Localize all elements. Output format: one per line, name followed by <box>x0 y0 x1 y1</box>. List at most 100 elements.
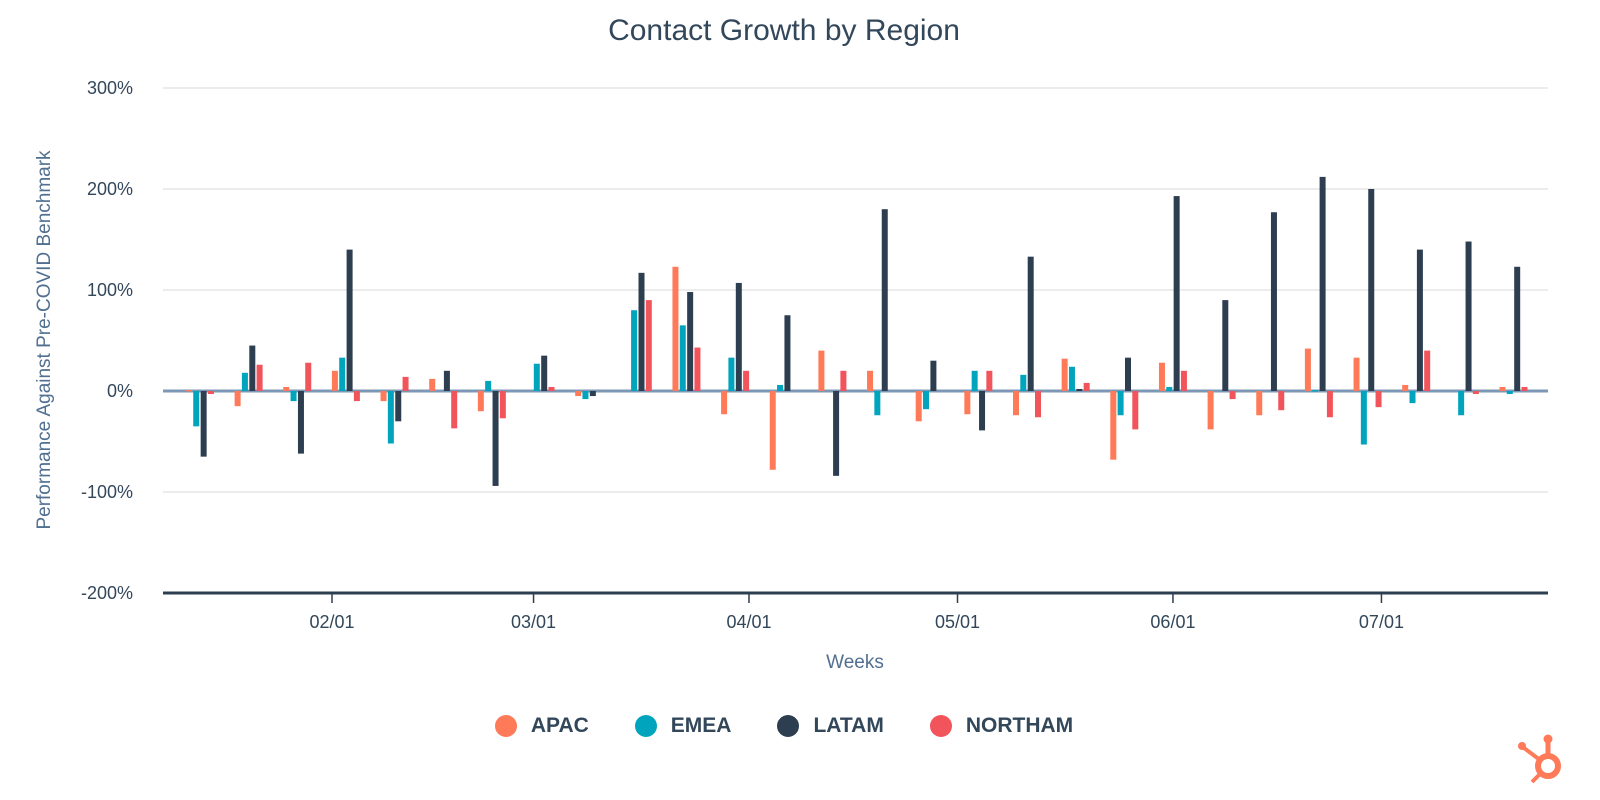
legend-label: APAC <box>530 714 589 737</box>
bar-apac-2020-02-10 <box>380 391 387 402</box>
bar-northam-2020-02-17 <box>451 391 458 429</box>
bar-emea-2020-03-23 <box>679 325 686 391</box>
bar-northam-2020-05-04 <box>986 370 993 391</box>
bar-northam-2020-02-24 <box>499 391 506 419</box>
bar-latam-2020-05-04 <box>979 391 986 431</box>
bar-emea-2020-03-16 <box>631 310 638 391</box>
legend-item-latam[interactable]: LATAM <box>777 714 884 738</box>
bar-latam-2020-01-13 <box>200 391 207 457</box>
bar-emea-2020-03-02 <box>533 363 540 391</box>
bar-emea-2020-05-04 <box>971 370 978 391</box>
y-tick-label: -200% <box>81 583 133 603</box>
bar-apac-2020-07-20 <box>1499 386 1506 391</box>
bar-latam-2020-03-02 <box>541 355 548 391</box>
legend-marker-icon <box>634 715 657 737</box>
bar-apac-2020-05-18 <box>1061 358 1068 391</box>
bar-apac-2020-04-27 <box>915 391 922 422</box>
bar-latam-2020-07-20 <box>1514 266 1521 391</box>
bar-emea-2020-01-20 <box>241 372 248 391</box>
bar-emea-2020-06-29 <box>1360 391 1367 445</box>
y-axis-label: Performance Against Pre-COVID Benchmark <box>34 150 55 530</box>
bar-emea-2020-03-30 <box>728 357 735 391</box>
bar-latam-2020-01-27 <box>297 391 304 454</box>
legend-marker-icon <box>777 715 800 737</box>
bar-apac-2020-05-04 <box>964 391 971 415</box>
bar-latam-2020-06-15 <box>1270 212 1277 391</box>
bar-emea-2020-01-13 <box>193 391 200 427</box>
bar-apac-2020-03-23 <box>672 266 679 391</box>
y-tick-label: 200% <box>87 179 133 199</box>
bar-latam-2020-06-08 <box>1222 300 1229 391</box>
legend-item-apac[interactable]: APAC <box>494 714 589 738</box>
bar-emea-2020-02-10 <box>387 391 394 444</box>
bar-northam-2020-01-13 <box>207 391 214 395</box>
bar-emea-2020-01-27 <box>290 391 297 402</box>
legend: APAC EMEA LATAM NORTHAM <box>0 714 1568 738</box>
bar-northam-2020-03-16 <box>645 300 652 391</box>
bar-emea-2020-05-25 <box>1117 391 1124 416</box>
bar-latam-2020-03-09 <box>589 391 596 397</box>
bar-northam-2020-07-20 <box>1521 386 1528 391</box>
legend-marker-icon <box>929 715 952 737</box>
bar-apac-2020-05-11 <box>1013 391 1019 416</box>
bar-northam-2020-02-10 <box>402 376 409 391</box>
bar-emea-2020-07-20 <box>1506 391 1513 395</box>
bar-latam-2020-04-13 <box>833 391 840 476</box>
bar-emea-2020-07-06 <box>1409 391 1416 404</box>
bar-latam-2020-02-24 <box>492 391 499 486</box>
bar-northam-2020-07-06 <box>1424 350 1431 391</box>
x-axis-label: Weeks <box>826 652 884 673</box>
bar-emea-2020-06-22 <box>1312 389 1319 392</box>
bar-apac-2020-04-13 <box>818 350 825 391</box>
bar-apac-2020-02-17 <box>429 378 436 391</box>
bar-emea-2020-05-18 <box>1068 366 1075 391</box>
bar-emea-2020-02-03 <box>339 357 346 391</box>
legend-label: NORTHAM <box>965 714 1074 737</box>
bar-latam-2020-05-18 <box>1076 388 1083 391</box>
bar-northam-2020-05-25 <box>1132 391 1139 430</box>
bar-northam-2020-03-02 <box>548 386 555 391</box>
legend-label: EMEA <box>670 714 732 737</box>
bar-emea-2020-05-11 <box>1020 374 1027 391</box>
x-tick-label: 02/01 <box>309 612 354 632</box>
x-tick-label: 03/01 <box>511 612 556 632</box>
bar-northam-2020-06-29 <box>1375 391 1382 408</box>
bar-latam-2020-03-16 <box>638 272 645 391</box>
bar-apac-2020-06-29 <box>1353 357 1360 391</box>
bar-apac-2020-03-09 <box>575 391 582 397</box>
bar-latam-2020-02-17 <box>443 370 450 391</box>
bar-northam-2020-05-11 <box>1035 391 1041 418</box>
bar-apac-2020-06-15 <box>1256 391 1263 416</box>
legend-item-northam[interactable]: NORTHAM <box>929 714 1074 738</box>
bar-emea-2020-02-24 <box>485 380 492 391</box>
bar-apac-2020-02-03 <box>331 370 338 391</box>
bar-latam-2020-05-25 <box>1125 357 1131 391</box>
bar-latam-2020-06-01 <box>1173 196 1180 391</box>
bar-apac-2020-03-30 <box>721 391 728 415</box>
bar-latam-2020-04-20 <box>881 209 888 391</box>
bar-latam-2020-07-06 <box>1416 249 1423 391</box>
bar-apac-2020-02-24 <box>477 391 484 412</box>
chart-title: Contact Growth by Region <box>608 14 960 47</box>
bar-emea-2020-04-20 <box>874 391 881 416</box>
y-tick-label: 300% <box>87 78 133 98</box>
bar-latam-2020-03-23 <box>687 292 694 391</box>
y-tick-label: 100% <box>87 280 133 300</box>
bar-apac-2020-01-27 <box>283 386 290 391</box>
bar-northam-2020-06-22 <box>1326 391 1333 418</box>
bar-emea-2020-03-09 <box>582 391 589 400</box>
bar-latam-2020-02-10 <box>395 391 402 422</box>
hubspot-logo-icon <box>1518 734 1561 784</box>
y-tick-label: -100% <box>81 482 133 502</box>
bar-emea-2020-04-06 <box>777 384 784 391</box>
bar-northam-2020-01-27 <box>305 362 312 391</box>
bar-latam-2020-04-27 <box>930 360 937 391</box>
bar-apac-2020-01-13 <box>185 389 192 392</box>
x-tick-label: 06/01 <box>1150 612 1195 632</box>
bar-northam-2020-04-13 <box>840 370 847 391</box>
bar-apac-2020-04-20 <box>867 370 874 391</box>
bar-northam-2020-02-03 <box>353 391 360 402</box>
legend-item-emea[interactable]: EMEA <box>634 714 732 738</box>
bar-apac-2020-01-20 <box>234 391 241 407</box>
